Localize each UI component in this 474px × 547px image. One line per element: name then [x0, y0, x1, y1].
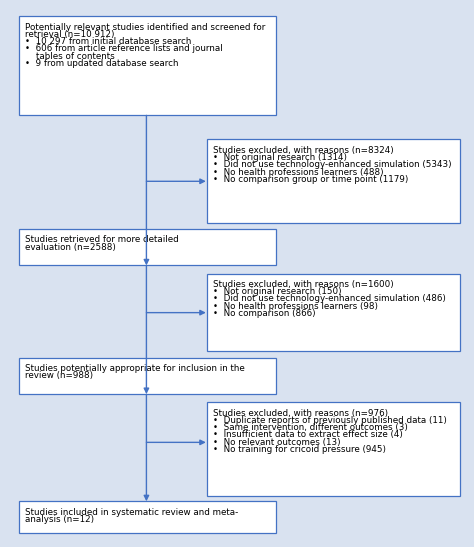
Text: tables of contents: tables of contents [25, 51, 114, 61]
FancyBboxPatch shape [207, 139, 460, 223]
Text: •  Insufficient data to extract effect size (4): • Insufficient data to extract effect si… [213, 430, 403, 439]
FancyBboxPatch shape [207, 402, 460, 496]
Text: evaluation (n=2588): evaluation (n=2588) [25, 243, 116, 252]
Text: Studies excluded, with reasons (n=976): Studies excluded, with reasons (n=976) [213, 409, 388, 417]
FancyBboxPatch shape [207, 274, 460, 351]
FancyBboxPatch shape [18, 16, 276, 115]
Text: •  No training for cricoid pressure (945): • No training for cricoid pressure (945) [213, 445, 386, 454]
Text: Studies retrieved for more detailed: Studies retrieved for more detailed [25, 235, 179, 245]
Text: •  No health professions learners (488): • No health professions learners (488) [213, 167, 383, 177]
Text: Potentially relevant studies identified and screened for: Potentially relevant studies identified … [25, 22, 265, 32]
Text: •  No relevant outcomes (13): • No relevant outcomes (13) [213, 438, 340, 446]
Text: Studies included in systematic review and meta-: Studies included in systematic review an… [25, 508, 238, 517]
Text: •  Not original research (1314): • Not original research (1314) [213, 153, 347, 162]
Text: •  No comparison (866): • No comparison (866) [213, 309, 316, 318]
Text: •  No health professions learners (98): • No health professions learners (98) [213, 301, 378, 311]
Text: •  606 from article reference lists and journal: • 606 from article reference lists and j… [25, 44, 222, 54]
Text: Studies excluded, with reasons (n=8324): Studies excluded, with reasons (n=8324) [213, 146, 393, 155]
Text: •  Same intervention, different outcomes (3): • Same intervention, different outcomes … [213, 423, 408, 432]
Text: Studies excluded, with reasons (n=1600): Studies excluded, with reasons (n=1600) [213, 280, 393, 289]
FancyBboxPatch shape [18, 229, 276, 265]
Text: •  Did not use technology-enhanced simulation (486): • Did not use technology-enhanced simula… [213, 294, 446, 304]
Text: review (n=988): review (n=988) [25, 371, 93, 380]
Text: •  No comparison group or time point (1179): • No comparison group or time point (117… [213, 175, 408, 184]
FancyBboxPatch shape [18, 358, 276, 394]
Text: Studies potentially appropriate for inclusion in the: Studies potentially appropriate for incl… [25, 364, 245, 373]
Text: retrieval (n=10 912): retrieval (n=10 912) [25, 30, 114, 39]
Text: •  Duplicate reports of previously published data (11): • Duplicate reports of previously publis… [213, 416, 447, 425]
Text: •  9 from updated database search: • 9 from updated database search [25, 59, 178, 68]
Text: analysis (n=12): analysis (n=12) [25, 515, 94, 524]
Text: •  Not original research (150): • Not original research (150) [213, 287, 341, 296]
Text: •  10 297 from initial database search: • 10 297 from initial database search [25, 37, 191, 46]
FancyBboxPatch shape [18, 501, 276, 533]
Text: •  Did not use technology-enhanced simulation (5343): • Did not use technology-enhanced simula… [213, 160, 451, 170]
